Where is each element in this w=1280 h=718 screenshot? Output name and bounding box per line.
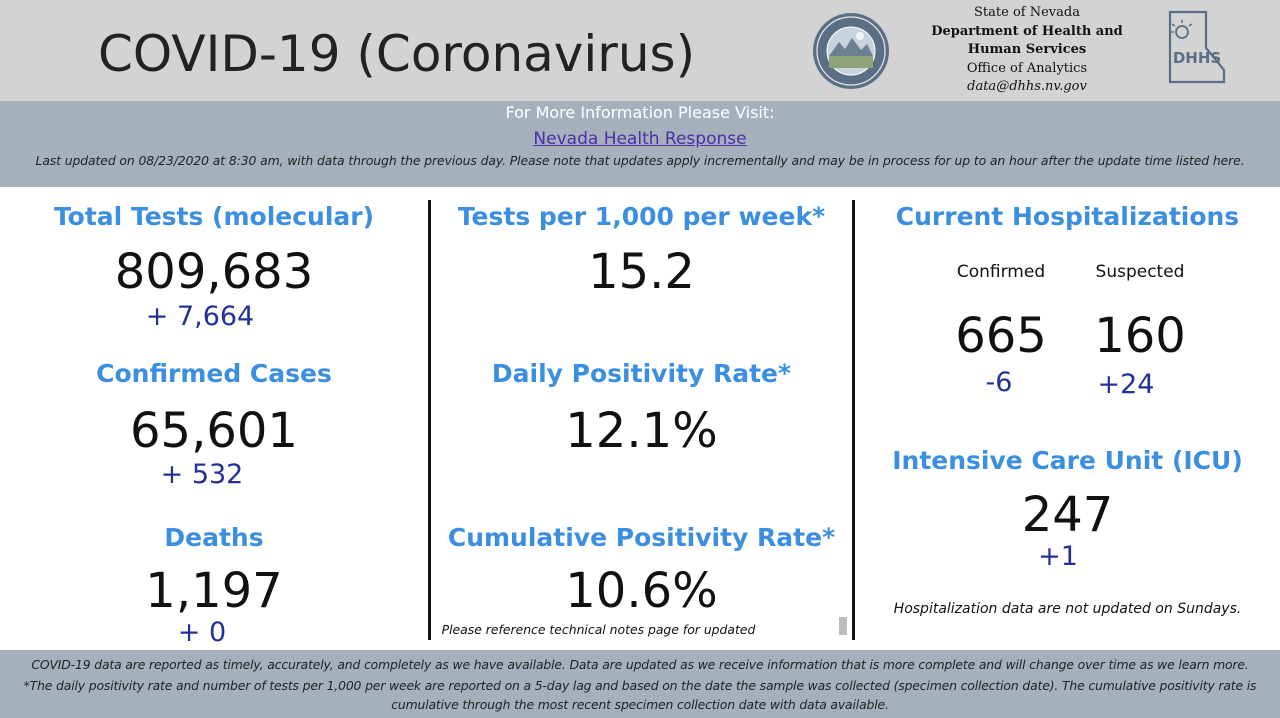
current-hospitalizations-heading: Current Hospitalizations [895, 202, 1240, 231]
total-tests-heading: Total Tests (molecular) [53, 202, 375, 231]
agency-email: data@dhhs.nv.gov [967, 79, 1087, 94]
last-updated-text: Last updated on 08/23/2020 at 8:30 am, w… [35, 153, 1245, 168]
total-tests-value: 809,683 [114, 244, 314, 300]
logo-text: DHHS [1173, 49, 1221, 67]
scrollbar-thumb[interactable] [839, 617, 847, 635]
icu-delta: +1 [1038, 541, 1078, 572]
suspected-hosp-value: 160 [1094, 308, 1186, 364]
suspected-label: Suspected [1095, 262, 1185, 282]
info-bar [0, 101, 1280, 187]
column-divider-right [852, 200, 855, 640]
footer-line-3: cumulative through the most recent speci… [391, 697, 889, 712]
agency-block: State of Nevada Department of Health and… [928, 4, 1126, 97]
dhhs-logo-icon: DHHS [1168, 10, 1226, 84]
page-title: COVID-19 (Coronavirus) [98, 25, 696, 83]
daily-positivity-value: 12.1% [565, 403, 718, 459]
icu-value: 247 [1021, 487, 1114, 543]
confirmed-cases-delta: + 532 [160, 459, 244, 490]
deaths-heading: Deaths [164, 523, 264, 552]
deaths-delta: + 0 [177, 617, 227, 648]
cumulative-positivity-value: 10.6% [565, 563, 718, 619]
icu-heading: Intensive Care Unit (ICU) [892, 446, 1243, 475]
agency-department: Department of Health and [931, 23, 1123, 39]
footer-bar [0, 650, 1280, 718]
agency-state: State of Nevada [974, 5, 1080, 20]
confirmed-hosp-delta: -6 [985, 367, 1013, 398]
tests-per-thousand-heading: Tests per 1,000 per week* [457, 202, 826, 231]
total-tests-delta: + 7,664 [145, 301, 255, 332]
confirmed-hosp-value: 665 [955, 308, 1047, 364]
deaths-value: 1,197 [145, 563, 283, 619]
daily-positivity-heading: Daily Positivity Rate* [491, 359, 792, 388]
agency-department-cont: Human Services [967, 42, 1087, 57]
header-bar [0, 0, 1280, 101]
more-info-text: For More Information Please Visit: [505, 103, 775, 122]
technical-notes-text: Please reference technical notes page fo… [441, 622, 756, 637]
confirmed-cases-value: 65,601 [130, 403, 298, 459]
cumulative-positivity-heading: Cumulative Positivity Rate* [447, 523, 836, 552]
footer-line-2: *The daily positivity rate and number of… [23, 678, 1257, 693]
hospitalization-note: Hospitalization data are not updated on … [893, 601, 1242, 617]
nevada-health-response-link[interactable]: Nevada Health Response [533, 129, 747, 149]
column-divider-left [428, 200, 431, 640]
suspected-hosp-delta: +24 [1097, 369, 1155, 400]
footer-line-1: COVID-19 data are reported as timely, ac… [31, 657, 1249, 672]
tests-per-thousand-value: 15.2 [588, 244, 695, 300]
agency-office: Office of Analytics [966, 60, 1088, 76]
nevada-state-seal-icon [813, 13, 889, 89]
confirmed-label: Confirmed [956, 262, 1046, 282]
confirmed-cases-heading: Confirmed Cases [96, 359, 332, 388]
more-info-link-row: Nevada Health Response [0, 128, 1280, 150]
